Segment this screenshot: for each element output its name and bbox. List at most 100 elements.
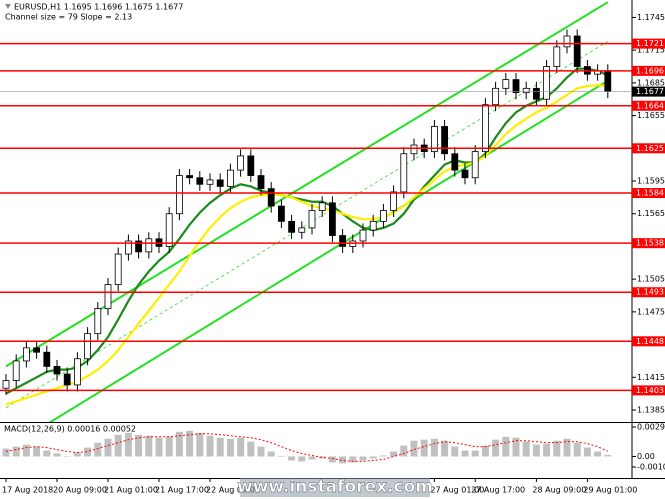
candle-body	[441, 126, 449, 155]
candle-body	[512, 79, 520, 94]
candle-body	[53, 365, 61, 375]
level-label-box	[632, 336, 665, 347]
macd-bar	[22, 444, 30, 457]
y-tick-label: 1.1565	[637, 209, 665, 218]
candle-body	[175, 175, 183, 215]
candle-body	[94, 308, 102, 335]
x-tick-label: 21 Aug 01:00	[104, 486, 158, 495]
candle-body	[533, 87, 540, 100]
candle-body	[390, 191, 398, 211]
macd-bar	[583, 447, 591, 457]
macd-bar	[175, 431, 183, 457]
candle-body	[339, 235, 347, 247]
subheader: Channel size = 79 Slope = 2.13	[5, 13, 132, 22]
candle-body	[267, 188, 275, 207]
macd-bar	[267, 451, 275, 457]
y-tick-label: 1.1475	[637, 307, 665, 316]
candle-body	[84, 333, 91, 360]
x-tick-label: 20 Aug 09:00	[53, 486, 107, 495]
candle-body	[492, 87, 500, 106]
macd-bar	[604, 454, 612, 457]
macd-bar	[237, 437, 245, 457]
last-price-box	[632, 86, 665, 97]
candle-body	[308, 210, 316, 229]
candle-body	[604, 70, 612, 92]
macd-bar	[247, 441, 255, 457]
level-label: 1.1625	[636, 144, 664, 153]
level-label: 1.1696	[636, 66, 664, 75]
macd-bar	[359, 456, 367, 461]
macd-bar	[553, 440, 561, 457]
level-label-box	[632, 38, 665, 49]
candle-body	[410, 144, 418, 155]
y-tick-label: 1.1745	[637, 13, 665, 22]
level-label: 1.1721	[636, 39, 664, 48]
macd-bar	[430, 438, 438, 457]
candle-body	[22, 347, 30, 362]
candle-body	[43, 351, 51, 367]
macd-bar	[522, 441, 530, 457]
macd-bar	[124, 432, 132, 457]
macd-bar	[165, 436, 173, 457]
candle-body	[125, 240, 132, 255]
candle-body	[328, 202, 336, 236]
macd-bar	[532, 444, 540, 457]
candle-body	[369, 220, 377, 231]
macd-bar	[298, 456, 306, 462]
candle-body	[471, 151, 479, 179]
macd-bar	[43, 450, 51, 457]
macd-bar	[328, 456, 336, 463]
header-icon	[5, 4, 11, 9]
macd-bar	[206, 435, 214, 457]
macd-bar	[390, 451, 398, 457]
level-label-box	[632, 287, 665, 298]
macd-bar	[339, 456, 347, 464]
candle-body	[135, 240, 143, 253]
candle-body	[2, 380, 10, 389]
x-tick-label: 27 Aug 17:00	[471, 486, 525, 495]
x-tick-label: 27 Aug 01:00	[430, 486, 484, 495]
macd-bar	[349, 456, 357, 463]
y-tick-label: 1.1595	[637, 177, 665, 186]
candle-body	[451, 153, 459, 171]
level-label: 1.1403	[636, 386, 664, 395]
macd-bar	[379, 455, 387, 457]
level-label-box	[632, 238, 665, 249]
candle-body	[563, 35, 571, 48]
macd-bar	[94, 442, 102, 457]
candle-body	[277, 205, 285, 222]
candle-body	[196, 177, 204, 185]
macd-bar	[277, 456, 285, 457]
macd-bar	[420, 439, 428, 457]
candle-body	[461, 169, 469, 179]
y-tick-label: 1.1685	[637, 78, 665, 87]
macd-bar	[481, 445, 489, 457]
macd-bar	[369, 456, 377, 459]
candle-body	[74, 358, 81, 386]
macd-bar	[441, 440, 449, 457]
macd-tick-label: -0.00107	[637, 463, 665, 472]
macd-bar	[492, 439, 500, 457]
x-tick-label: 22 Aug 09:00	[206, 486, 260, 495]
macd-bar	[2, 448, 10, 457]
macd-bar	[53, 453, 61, 457]
macd-bar	[73, 452, 81, 457]
candle-body	[318, 202, 326, 211]
watermark-band	[240, 478, 430, 497]
macd-bar	[226, 438, 234, 457]
macd-bar	[502, 436, 510, 457]
macd-bar	[512, 437, 520, 457]
macd-bar	[104, 438, 112, 457]
candle-body	[298, 227, 306, 233]
level-label: 1.1448	[636, 337, 664, 346]
level-label: 1.1664	[636, 101, 664, 110]
candle-body	[12, 360, 20, 381]
level-label-box	[632, 385, 665, 396]
candle-body	[33, 347, 40, 353]
candle-body	[359, 229, 367, 242]
candle-body	[226, 169, 234, 187]
macd-bar	[84, 447, 92, 457]
y-tick-label: 1.1655	[637, 111, 665, 120]
